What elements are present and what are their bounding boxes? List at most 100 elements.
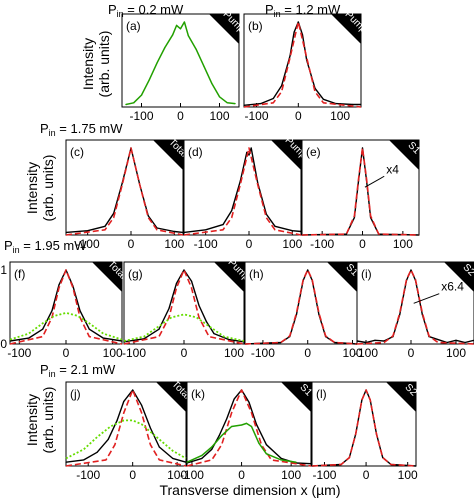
data-point-a xyxy=(125,103,127,106)
data-point-k xyxy=(231,425,233,428)
panel-frame-e xyxy=(301,139,420,236)
data-point-g xyxy=(168,307,170,310)
data-point-g xyxy=(198,304,200,307)
data-point-i xyxy=(356,340,358,342)
data-point-a xyxy=(148,79,150,81)
data-point-e xyxy=(361,147,364,149)
data-point-j xyxy=(132,389,134,391)
x-tick-label-i: 0 xyxy=(408,346,415,360)
x-tick-label-f: 100 xyxy=(103,346,123,360)
panel-frame-i xyxy=(356,261,474,345)
data-point-g xyxy=(190,280,193,282)
x-tick-label-a: -100 xyxy=(129,109,153,123)
data-point-f xyxy=(58,284,60,286)
data-point-a xyxy=(164,46,166,49)
panel-c: -100 0 100(c) Total xyxy=(65,137,189,251)
x-tick-label-a: 100 xyxy=(209,109,229,123)
x-tick-label-f: -100 xyxy=(7,346,31,360)
data-point-k xyxy=(233,398,235,400)
series-measured-g xyxy=(123,269,245,343)
x-tick-label-i: 100 xyxy=(446,346,466,360)
x-tick-label-g: -100 xyxy=(122,346,146,360)
data-point-d xyxy=(183,231,185,233)
data-point-a xyxy=(176,24,178,26)
data-point-k xyxy=(226,418,228,420)
data-point-a xyxy=(234,103,236,105)
data-point-g xyxy=(183,269,185,271)
data-point-a xyxy=(133,102,135,104)
series-measured-f xyxy=(9,269,123,342)
data-point-f xyxy=(42,328,44,330)
data-point-j xyxy=(158,446,160,448)
data-point-k xyxy=(211,448,213,450)
panel-frame-j xyxy=(65,381,187,467)
data-point-d xyxy=(231,210,233,212)
data-point-k xyxy=(221,435,223,437)
data-point-k xyxy=(310,463,312,465)
data-point-k xyxy=(186,461,188,463)
data-point-g xyxy=(228,339,230,341)
x-tick-label-g: 100 xyxy=(224,346,244,360)
data-point-j xyxy=(83,459,85,461)
data-point-j xyxy=(116,419,118,421)
data-point-a xyxy=(187,35,189,37)
series-green-dotted-g xyxy=(123,313,245,342)
data-point-b xyxy=(322,98,324,100)
panels-group: -100 0 100(a) Pump-100 0 100(b) Pump-100 0 100(c… xyxy=(0,9,474,482)
data-point-k xyxy=(211,446,213,448)
x-tick-label-j: -100 xyxy=(76,468,100,482)
x-tick-label-k: 100 xyxy=(281,468,301,482)
panel-g: -100 0 100(g) Pump xyxy=(122,257,252,360)
panel-letter-c: (c) xyxy=(70,145,84,159)
y-tick-label-f: 1 xyxy=(0,263,7,277)
series-measured-l xyxy=(311,389,417,467)
x-tick-label-e: -100 xyxy=(310,237,334,251)
x-axis-title: Transverse dimension x (µm) xyxy=(159,482,340,498)
data-point-k xyxy=(258,442,260,444)
data-point-j xyxy=(149,427,151,429)
corner-badge-j xyxy=(156,382,186,412)
y-axis-title-row1-line1: Intensity xyxy=(80,38,96,90)
data-point-f xyxy=(79,310,81,312)
y-axis-title-row1-line2: (arb. units) xyxy=(96,31,112,98)
panel-frame-c xyxy=(65,139,184,236)
y-axis-title-row4-line1: Intensity xyxy=(24,394,40,446)
data-point-b xyxy=(272,97,274,100)
data-point-d xyxy=(274,225,276,227)
x-tick-label-h: 0 xyxy=(304,346,311,360)
x-tick-label-d: 100 xyxy=(282,237,302,251)
data-point-j xyxy=(96,451,98,453)
series-measured-h xyxy=(244,269,358,345)
data-point-a xyxy=(211,82,213,84)
data-point-k xyxy=(255,423,257,425)
data-point-i xyxy=(446,341,448,344)
data-point-k xyxy=(201,457,203,459)
panel-letter-h: (h) xyxy=(249,267,264,281)
data-point-c xyxy=(147,215,149,217)
y-axis-title-row2-line2: (arb. units) xyxy=(40,155,56,222)
panel-letter-i: (i) xyxy=(361,267,372,281)
data-point-k xyxy=(250,425,253,428)
panel-k: -100 0 100(k) S1 xyxy=(180,381,314,482)
series-measured-c xyxy=(65,147,184,234)
data-point-j xyxy=(123,400,125,402)
corner-badge-e xyxy=(389,140,419,170)
series-fit-e xyxy=(301,147,420,236)
corner-badge-a xyxy=(209,14,239,44)
panel-letter-k: (k) xyxy=(191,387,205,401)
data-point-b xyxy=(289,55,291,57)
data-point-b xyxy=(360,103,362,106)
annotation-line-e xyxy=(364,175,385,188)
data-point-i xyxy=(455,339,457,341)
panel-letter-l: (l) xyxy=(316,387,327,401)
x-tick-label-h: 100 xyxy=(343,346,363,360)
data-point-k xyxy=(245,422,248,424)
data-point-j xyxy=(65,461,67,463)
corner-badge-d xyxy=(271,140,301,170)
data-point-b xyxy=(297,21,299,23)
corner-badge-k xyxy=(281,382,311,412)
data-point-l xyxy=(382,457,384,459)
data-point-a xyxy=(172,34,174,36)
corner-badge-c xyxy=(153,140,183,170)
data-point-d xyxy=(300,230,302,233)
